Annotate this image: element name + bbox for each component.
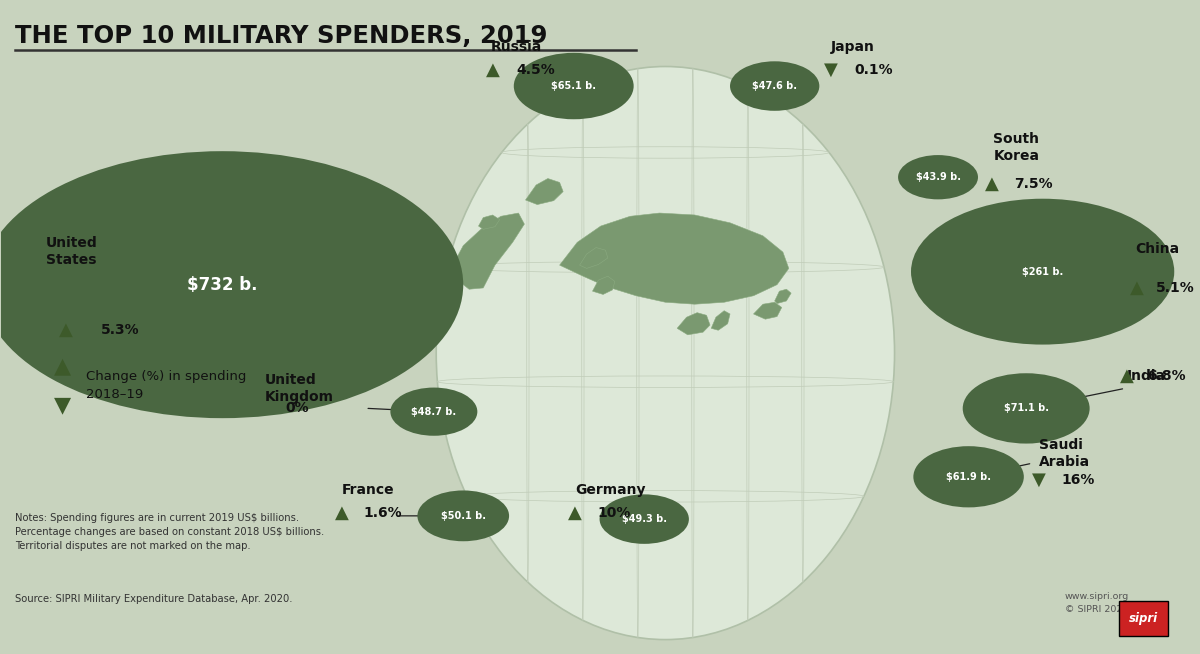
Circle shape <box>390 388 478 436</box>
Text: ▼: ▼ <box>824 61 838 78</box>
Ellipse shape <box>437 67 894 640</box>
Text: South
Korea: South Korea <box>994 131 1039 163</box>
Text: ▲: ▲ <box>985 175 1000 193</box>
Polygon shape <box>754 302 781 319</box>
Circle shape <box>962 373 1090 443</box>
Text: 4.5%: 4.5% <box>516 63 554 77</box>
Text: Russia: Russia <box>491 41 541 54</box>
Text: $49.3 b.: $49.3 b. <box>622 514 667 524</box>
Polygon shape <box>479 215 499 230</box>
Polygon shape <box>454 213 524 289</box>
Text: ▲: ▲ <box>54 356 71 376</box>
Text: 5.3%: 5.3% <box>101 323 140 337</box>
Text: ▲: ▲ <box>1129 279 1144 297</box>
Circle shape <box>418 490 509 542</box>
Polygon shape <box>580 248 607 268</box>
Polygon shape <box>677 313 710 335</box>
Text: THE TOP 10 MILITARY SPENDERS, 2019: THE TOP 10 MILITARY SPENDERS, 2019 <box>16 24 548 48</box>
Text: ▲: ▲ <box>1121 367 1134 385</box>
Text: $47.6 b.: $47.6 b. <box>752 81 797 91</box>
Text: United
States: United States <box>46 236 97 267</box>
Polygon shape <box>712 311 730 330</box>
Text: $732 b.: $732 b. <box>187 276 258 294</box>
Text: $48.7 b.: $48.7 b. <box>412 407 456 417</box>
Circle shape <box>898 155 978 199</box>
Text: ▼: ▼ <box>54 395 71 415</box>
Text: 16%: 16% <box>1062 473 1094 487</box>
Text: www.sipri.org
© SIPRI 2020: www.sipri.org © SIPRI 2020 <box>1064 592 1129 613</box>
Text: ▲: ▲ <box>486 61 499 78</box>
Polygon shape <box>559 213 788 304</box>
Text: $71.1 b.: $71.1 b. <box>1003 404 1049 413</box>
Polygon shape <box>593 276 614 294</box>
Text: Source: SIPRI Military Expenditure Database, Apr. 2020.: Source: SIPRI Military Expenditure Datab… <box>16 594 293 604</box>
Circle shape <box>514 53 634 119</box>
Text: India: India <box>1127 370 1166 383</box>
Text: Germany: Germany <box>575 483 646 497</box>
Circle shape <box>911 199 1175 345</box>
Text: 0%: 0% <box>286 402 310 415</box>
Text: $50.1 b.: $50.1 b. <box>440 511 486 521</box>
Text: $65.1 b.: $65.1 b. <box>551 81 596 91</box>
Text: 6.8%: 6.8% <box>1147 369 1186 383</box>
Text: United
Kingdom: United Kingdom <box>265 373 334 404</box>
Circle shape <box>0 151 463 418</box>
Polygon shape <box>526 179 563 205</box>
Text: 7.5%: 7.5% <box>1014 177 1054 191</box>
FancyBboxPatch shape <box>1120 600 1169 636</box>
Circle shape <box>600 494 689 544</box>
Text: Notes: Spending figures are in current 2019 US$ billions.
Percentage changes are: Notes: Spending figures are in current 2… <box>16 513 325 551</box>
Circle shape <box>913 446 1024 508</box>
Text: 5.1%: 5.1% <box>1156 281 1194 295</box>
Text: ▲: ▲ <box>59 321 73 339</box>
Text: France: France <box>342 483 395 497</box>
Text: 1.6%: 1.6% <box>364 506 402 519</box>
Text: $61.9 b.: $61.9 b. <box>946 472 991 482</box>
Text: 10%: 10% <box>598 506 630 519</box>
Text: sipri: sipri <box>1129 612 1158 625</box>
Text: ▲: ▲ <box>568 504 582 522</box>
Text: $43.9 b.: $43.9 b. <box>916 172 960 182</box>
Text: Change (%) in spending
2018–19: Change (%) in spending 2018–19 <box>86 370 246 401</box>
Text: 0.1%: 0.1% <box>854 63 893 77</box>
Circle shape <box>730 61 820 111</box>
Text: Saudi
Arabia: Saudi Arabia <box>1039 438 1091 469</box>
Text: Japan: Japan <box>832 41 875 54</box>
Text: ▲: ▲ <box>335 504 349 522</box>
Text: China: China <box>1135 243 1180 256</box>
Polygon shape <box>775 289 791 303</box>
Text: $261 b.: $261 b. <box>1022 267 1063 277</box>
Text: ▼: ▼ <box>1032 471 1046 489</box>
